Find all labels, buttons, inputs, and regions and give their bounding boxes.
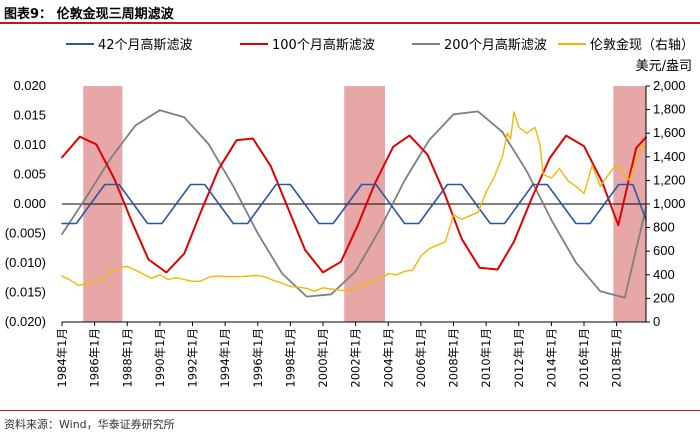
right-axis-tick-label: 800 xyxy=(653,220,675,235)
series-line xyxy=(61,111,647,292)
right-axis-tick-label: 1,400 xyxy=(653,149,686,164)
x-axis-tick-label: 2012年1月 xyxy=(512,328,526,388)
right-axis-unit-label: 美元/盎司 xyxy=(636,59,692,74)
right-axis-tick-label: 2,000 xyxy=(653,78,686,93)
x-axis-tick-label: 2018年1月 xyxy=(610,328,624,388)
right-axis-tick-label: 0 xyxy=(653,314,660,329)
x-axis-tick-label: 2014年1月 xyxy=(544,328,558,388)
x-axis-tick-label: 1996年1月 xyxy=(251,328,265,388)
title-divider xyxy=(0,22,700,24)
x-axis-tick-label: 2000年1月 xyxy=(316,328,330,388)
left-axis-tick-label: (0.010) xyxy=(5,255,46,270)
legend-label: 100个月高斯滤波 xyxy=(272,37,375,53)
right-axis-tick-label: 200 xyxy=(653,290,675,305)
left-axis-tick-label: (0.020) xyxy=(5,314,46,329)
x-axis-tick-label: 2016年1月 xyxy=(577,328,591,388)
source-note: 资料来源：Wind，华泰证券研究所 xyxy=(4,418,175,431)
left-axis-tick-label: 0.005 xyxy=(13,167,46,182)
x-axis-tick-label: 1986年1月 xyxy=(88,328,102,388)
x-axis-tick-label: 2002年1月 xyxy=(349,328,363,388)
x-axis-tick-label: 1994年1月 xyxy=(218,328,232,388)
right-axis-tick-label: 1,200 xyxy=(653,172,686,187)
left-axis-tick-label: (0.015) xyxy=(5,285,46,300)
x-axis-tick-label: 1998年1月 xyxy=(283,328,297,388)
x-axis-tick-label: 1990年1月 xyxy=(153,328,167,388)
legend-label: 200个月高斯滤波 xyxy=(444,37,547,53)
left-axis-tick-label: 0.000 xyxy=(13,196,46,211)
legend-label: 42个月高斯滤波 xyxy=(98,37,193,53)
x-axis-tick-label: 2006年1月 xyxy=(414,328,428,388)
series-line xyxy=(61,183,647,225)
series-line xyxy=(61,134,647,274)
x-axis-tick-label: 1992年1月 xyxy=(186,328,200,388)
legend-label: 伦敦金现（右轴） xyxy=(590,37,694,53)
left-axis-tick-label: 0.010 xyxy=(13,137,46,152)
series-line xyxy=(61,109,647,299)
right-axis-tick-label: 400 xyxy=(653,267,675,282)
right-axis-tick-label: 1,000 xyxy=(653,196,686,211)
right-axis-tick-label: 600 xyxy=(653,243,675,258)
x-axis-tick-label: 1984年1月 xyxy=(55,328,69,388)
left-axis-tick-label: 0.015 xyxy=(13,108,46,123)
left-axis-tick-label: (0.005) xyxy=(5,226,46,241)
right-axis-tick-label: 1,600 xyxy=(653,125,686,140)
x-axis-tick-label: 1988年1月 xyxy=(120,328,134,388)
left-axis-tick-label: 0.020 xyxy=(13,78,46,93)
x-axis-tick-label: 2010年1月 xyxy=(479,328,493,388)
right-axis-tick-label: 1,800 xyxy=(653,102,686,117)
x-axis-tick-label: 2004年1月 xyxy=(381,328,395,388)
x-axis-tick-label: 2008年1月 xyxy=(447,328,461,388)
footer-divider xyxy=(0,410,700,411)
chart-title: 图表9： 伦敦金现三周期滤波 xyxy=(4,7,174,22)
